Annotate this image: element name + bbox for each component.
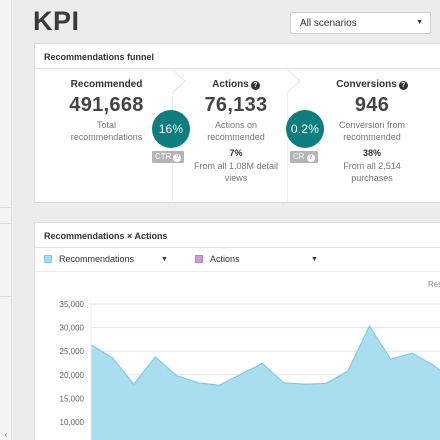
legend-swatch [44, 255, 52, 263]
series-recommendations-point[interactable] [261, 362, 263, 364]
stage-actions: Actions? 76,133 Actions on recommended 7… [185, 79, 287, 184]
stage-conversions-sub: recommended [343, 132, 401, 142]
ctr-rate-badge: 16% [152, 110, 190, 148]
stage-recommended: Recommended 491,668 Total recommendation… [49, 79, 164, 143]
series-recommendations-point[interactable] [240, 373, 242, 375]
stage-actions-sub: Actions on [214, 120, 258, 130]
help-icon[interactable]: ? [398, 81, 408, 90]
cr-label: CR [293, 152, 305, 161]
cr-label-tag[interactable]: CR? [290, 151, 318, 163]
page-title: KPI [33, 6, 80, 36]
series-recommendations-point[interactable] [390, 358, 392, 360]
series-recommendations-point[interactable] [347, 370, 349, 372]
chevron-down-icon[interactable]: ▼ [161, 256, 168, 263]
sidebar-divider [0, 207, 11, 208]
stage-actions-foot: From all 1.08M detail [193, 161, 279, 171]
chevron-down-icon: ▼ [416, 19, 423, 26]
stage-actions-title: Actions [212, 79, 249, 90]
ctr-label: CTR [155, 152, 172, 161]
series-recommendations-point[interactable] [326, 382, 328, 384]
legend-label: Recommendations [59, 254, 135, 264]
chart-card-header: Recommendations × Actions [35, 223, 440, 248]
series-recommendations-point[interactable] [411, 352, 413, 354]
y-tick-label: 10,000 [60, 418, 85, 427]
stage-recommended-sub: Total [96, 120, 116, 130]
y-tick-label: 15,000 [60, 394, 85, 403]
ctr-label-tag[interactable]: CTR? [152, 151, 185, 163]
stage-recommended-sub: recommendations [70, 132, 143, 142]
series-recommendations-point[interactable] [111, 357, 113, 359]
series-recommendations-point[interactable] [176, 375, 178, 377]
stage-conversions-pct: 38% [362, 148, 381, 158]
help-icon[interactable]: ? [173, 154, 182, 162]
funnel-arrow-divider [287, 69, 301, 203]
stage-conversions-value: 946 [354, 94, 390, 116]
help-icon[interactable]: ? [306, 154, 315, 162]
series-recommendations-point[interactable] [218, 384, 220, 386]
legend-item-recommendations[interactable]: Recommendations [44, 254, 134, 264]
series-recommendations-area[interactable] [91, 326, 440, 440]
chart-legend: Recommendations ▼ Actions ▼ [35, 248, 440, 272]
stage-actions-value: 76,133 [204, 94, 268, 116]
stage-conversions-foot: purchases [351, 173, 393, 183]
sidebar-divider [0, 223, 11, 224]
cr-rate-badge: 0.2% [286, 110, 324, 148]
reset-zoom-link[interactable]: Res [428, 280, 440, 289]
scroll-left-arrow-icon[interactable]: ‹ [4, 430, 8, 439]
sidebar-divider [0, 296, 11, 297]
stage-recommended-title: Recommended [70, 79, 143, 90]
series-recommendations-point[interactable] [433, 364, 435, 366]
series-recommendations-line [90, 324, 440, 386]
series-recommendations-point[interactable] [283, 382, 285, 384]
scenario-select-value: All scenarios [300, 18, 357, 29]
stage-conversions-foot: From all 2,514 [343, 161, 401, 171]
recommendations-actions-chart-card: Recommendations × Actions Recommendation… [34, 222, 440, 440]
funnel-card-header: Recommendations funnel [35, 44, 440, 69]
y-tick-label: 25,000 [60, 347, 85, 356]
left-sidebar-rail: ‹ [0, 0, 12, 440]
stage-actions-pct: 7% [229, 148, 243, 158]
funnel-arrow-divider [172, 69, 186, 203]
stage-recommended-value: 491,668 [69, 94, 144, 116]
chevron-down-icon[interactable]: ▼ [311, 256, 318, 263]
legend-label: Actions [210, 254, 240, 264]
stage-conversions-sub: Conversion from [338, 120, 406, 130]
stage-actions-sub: recommended [207, 132, 265, 142]
legend-swatch [195, 255, 203, 263]
help-icon[interactable]: ? [250, 81, 260, 90]
y-tick-label: 35,000 [60, 300, 85, 309]
series-recommendations-point[interactable] [197, 382, 199, 384]
y-tick-label: 30,000 [60, 324, 85, 333]
series-recommendations-point[interactable] [368, 325, 370, 327]
stage-conversions-title: Conversions [336, 79, 397, 90]
series-recommendations-point[interactable] [154, 356, 156, 358]
stage-actions-foot: views [224, 173, 248, 183]
recommendations-funnel-card: Recommendations funnel Recommended 491,6… [34, 43, 440, 203]
scenario-select[interactable]: All scenarios ▼ [290, 12, 431, 34]
y-tick-label: 20,000 [60, 371, 85, 380]
stage-conversions: Conversions? 946 Conversion from recomme… [325, 79, 419, 184]
area-chart: 35,000 30,000 25,000 20,000 15,000 10,000 [60, 300, 440, 440]
series-recommendations-point[interactable] [304, 383, 306, 385]
series-recommendations-point[interactable] [133, 383, 135, 385]
legend-item-actions[interactable]: Actions [195, 254, 240, 264]
